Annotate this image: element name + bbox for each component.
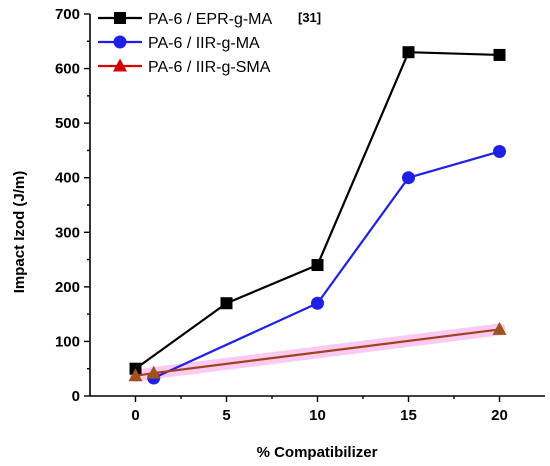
y-tick-label: 200 (55, 279, 80, 296)
data-point (402, 171, 415, 185)
data-point (493, 145, 506, 159)
x-tick-label: 5 (222, 407, 230, 424)
data-point (311, 296, 324, 310)
legend-label: PA-6 / IIR-g-SMA (148, 59, 271, 76)
data-point (492, 321, 507, 335)
series-2 (147, 145, 506, 385)
legend-marker (114, 12, 126, 24)
y-tick-label: 700 (55, 6, 80, 23)
y-tick-label: 300 (55, 224, 80, 241)
series-1-line (134, 51, 500, 370)
data-point (220, 297, 233, 310)
data-point (493, 48, 506, 61)
y-tick-label: 500 (55, 115, 80, 132)
series-1 (129, 46, 506, 375)
legend-item-1: PA-6 / EPR-g-MA (98, 11, 273, 28)
series-3-line (135, 328, 500, 377)
y-tick-label: 600 (55, 61, 80, 78)
legend-label: PA-6 / IIR-g-MA (148, 35, 260, 52)
x-tick-label: 20 (491, 407, 508, 424)
x-axis-title: % Compatibilizer (257, 444, 378, 461)
data-point (146, 365, 161, 379)
data-point (311, 259, 324, 272)
plot-area (128, 46, 507, 385)
x-tick-label: 10 (309, 407, 326, 424)
series-2-line (153, 150, 500, 379)
legend: PA-6 / EPR-g-MA PA-6 / IIR-g-MA PA-6 / IIR… (98, 11, 273, 76)
legend-item-2: PA-6 / IIR-g-MA (98, 35, 260, 52)
legend-marker (113, 35, 127, 49)
y-tick-label: 400 (55, 170, 80, 187)
legend-label: PA-6 / EPR-g-MA (148, 11, 273, 28)
x-tick-label: 0 (131, 407, 139, 424)
series-layer (128, 46, 507, 385)
axes: 0 100 200 300 400 500 600 700 0 5 10 15 20 (55, 6, 545, 424)
y-tick-label: 0 (72, 388, 80, 405)
x-tick-label: 15 (400, 407, 417, 424)
reference-note: [31] (298, 10, 321, 25)
y-axis-title: Impact Izod (J/m) (11, 171, 28, 294)
data-point (128, 368, 143, 382)
y-tick-label: 100 (55, 333, 80, 350)
data-point (402, 46, 415, 59)
series-3 (128, 321, 507, 382)
legend-marker (113, 58, 127, 72)
legend-item-3: PA-6 / IIR-g-SMA (98, 58, 271, 76)
